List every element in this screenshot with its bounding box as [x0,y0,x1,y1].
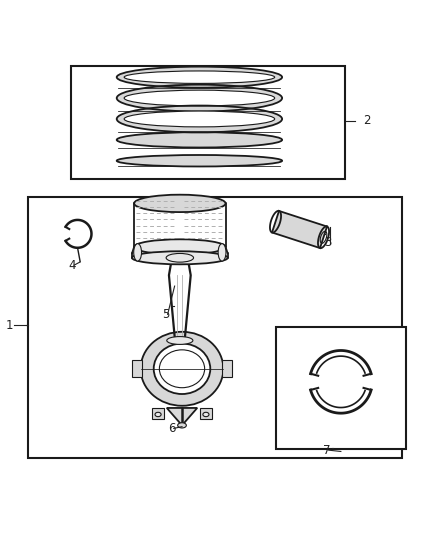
Text: 2: 2 [364,114,371,127]
Text: 7: 7 [323,443,331,457]
Ellipse shape [134,195,226,212]
Ellipse shape [166,254,194,262]
Bar [200,408,212,419]
Text: 5: 5 [162,308,170,321]
Bar [28,197,402,458]
Text: 4: 4 [69,259,76,272]
Ellipse shape [117,132,282,148]
Ellipse shape [141,332,223,406]
Ellipse shape [117,155,282,166]
Polygon shape [167,408,197,425]
Ellipse shape [117,67,282,88]
Bar [152,408,164,419]
Bar [132,360,142,377]
Bar [222,360,232,377]
Text: 3: 3 [324,237,332,249]
Ellipse shape [117,85,282,111]
Ellipse shape [134,244,141,261]
Ellipse shape [155,413,161,417]
Ellipse shape [124,71,275,83]
Ellipse shape [124,111,275,127]
Ellipse shape [218,244,226,261]
Ellipse shape [132,251,228,264]
Text: 1: 1 [6,319,13,332]
Ellipse shape [134,239,226,255]
Text: 6: 6 [169,422,176,435]
Ellipse shape [154,344,210,394]
Ellipse shape [124,90,275,106]
Ellipse shape [117,106,282,132]
Bar [71,66,345,180]
Ellipse shape [203,413,209,417]
Ellipse shape [178,423,186,428]
Polygon shape [272,211,327,248]
Ellipse shape [167,336,193,344]
Ellipse shape [159,350,205,387]
Bar [276,327,406,449]
